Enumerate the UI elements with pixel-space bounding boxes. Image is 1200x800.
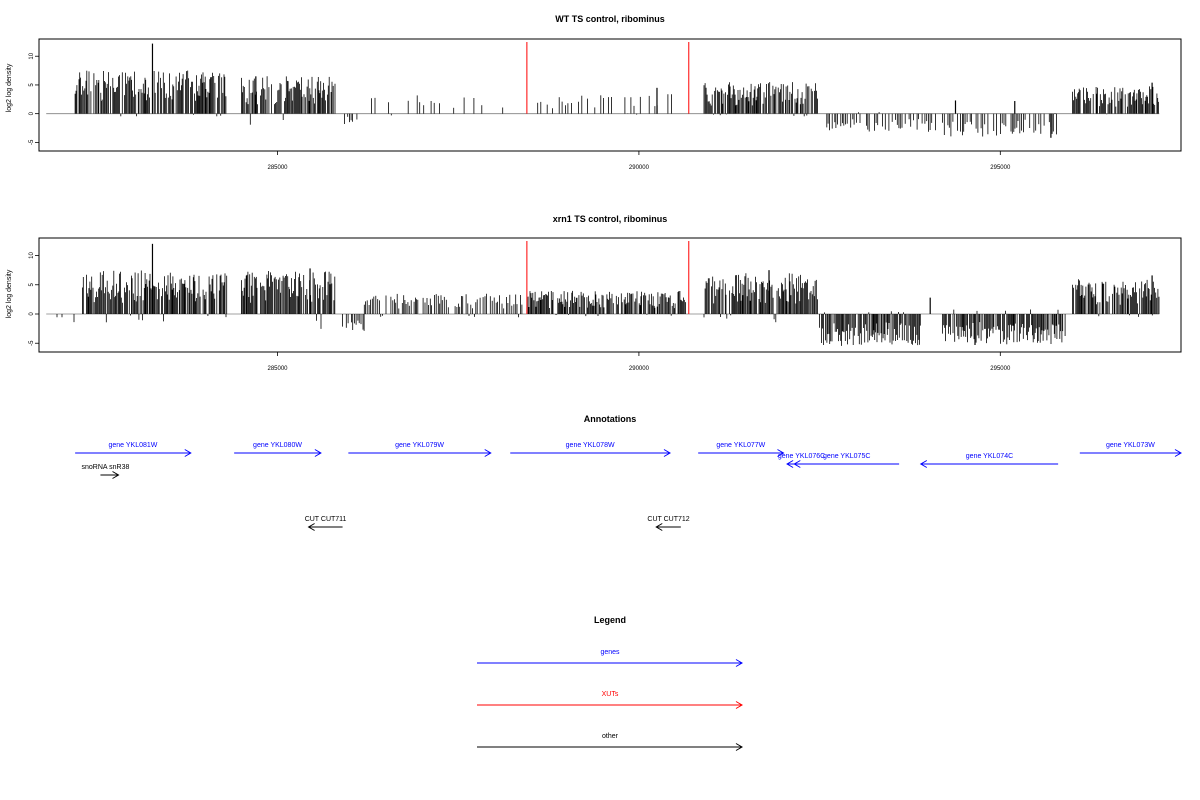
annotation-feature: gene YKL078W xyxy=(510,442,671,457)
y-tick-label: 10 xyxy=(29,252,35,259)
annotation-label: gene YKL073W xyxy=(1106,442,1155,449)
annotation-label: gene YKL079W xyxy=(395,442,444,449)
annotation-features: gene YKL081W gene YKL080W gene YKL079W gene… xyxy=(75,442,1182,531)
wt-density-panel: WT TS control, ribominus log2 log densit… xyxy=(6,14,1182,171)
annotation-label: CUT CUT712 xyxy=(647,516,689,523)
annotation-label: CUT CUT711 xyxy=(305,516,347,523)
feature-arrow xyxy=(655,523,681,531)
y-tick-label: 0 xyxy=(29,312,35,316)
xrn1-panel-title: xrn1 TS control, ribominus xyxy=(553,214,668,224)
wt-y-axis-label: log2 log density xyxy=(6,63,13,112)
feature-arrow xyxy=(348,449,492,457)
annotation-feature: CUT CUT712 xyxy=(647,516,690,531)
x-tick-label: 285000 xyxy=(268,165,289,171)
x-tick-label: 295000 xyxy=(990,165,1011,171)
annotation-feature: gene YKL080W xyxy=(234,442,322,457)
annotation-label: gene YKL081W xyxy=(109,442,158,449)
legend-label: other xyxy=(602,733,619,740)
y-tick-label: -5 xyxy=(29,340,35,346)
y-tick-label: 0 xyxy=(29,111,35,115)
wt-axes: -5 0 5 10 285000 290000 295000 xyxy=(29,52,1011,171)
xrn1-density-panel: xrn1 TS control, ribominus log2 log dens… xyxy=(6,214,1182,372)
legend-label: XUTs xyxy=(602,691,619,698)
x-tick-label: 295000 xyxy=(990,366,1011,372)
feature-arrow xyxy=(477,701,743,709)
feature-arrow xyxy=(698,449,785,457)
y-tick-label: 10 xyxy=(29,52,35,59)
xrn1-density-bars xyxy=(46,243,1160,346)
wt-plot-frame xyxy=(38,38,1182,152)
annotation-feature: gene YKL075C xyxy=(793,453,900,468)
x-tick-label: 285000 xyxy=(268,366,289,372)
feature-arrow xyxy=(477,659,743,667)
annotation-label: gene YKL074C xyxy=(966,453,1013,460)
legend-item-xut: XUTs xyxy=(477,691,743,709)
feature-arrow xyxy=(307,523,343,531)
feature-arrow xyxy=(75,449,192,457)
annotation-label: gene YKL078W xyxy=(566,442,615,449)
annotations-title: Annotations xyxy=(584,414,637,424)
y-tick-label: 5 xyxy=(29,83,35,87)
xrn1-plot-frame xyxy=(38,237,1182,353)
annotation-feature: gene YKL073W xyxy=(1079,442,1182,457)
xrn1-y-axis-label: log2 log density xyxy=(6,269,13,318)
feature-arrow xyxy=(1079,449,1182,457)
annotation-feature: snoRNA snR38 xyxy=(82,464,130,479)
annotation-feature: gene YKL081W xyxy=(75,442,192,457)
legend: Legend genes XUTs other xyxy=(477,615,743,751)
wt-panel-title: WT TS control, ribominus xyxy=(555,14,665,24)
annotation-label: gene YKL080W xyxy=(253,442,302,449)
legend-items: genes XUTs other xyxy=(477,649,743,751)
x-tick-label: 290000 xyxy=(629,366,650,372)
annotation-feature: gene YKL077W xyxy=(698,442,785,457)
annotation-feature: gene YKL079W xyxy=(348,442,492,457)
annotation-label: snoRNA snR38 xyxy=(82,464,130,471)
feature-arrow xyxy=(793,460,900,468)
annotation-feature: gene YKL076C xyxy=(778,453,825,468)
legend-item-other: other xyxy=(477,733,743,751)
annotations-track: Annotations gene YKL081W gene YKL080W gene… xyxy=(75,414,1182,531)
feature-arrow xyxy=(510,449,671,457)
annotation-label: gene YKL076C xyxy=(778,453,825,460)
y-tick-label: -5 xyxy=(29,139,35,145)
xrn1-marker-lines xyxy=(526,241,690,314)
annotation-feature: CUT CUT711 xyxy=(305,516,347,531)
annotation-label: gene YKL077W xyxy=(716,442,765,449)
legend-label: genes xyxy=(600,649,620,656)
xrn1-axes: -5 0 5 10 285000 290000 295000 xyxy=(29,252,1011,372)
feature-arrow xyxy=(919,460,1059,468)
wt-density-bars xyxy=(46,43,1160,138)
feature-arrow xyxy=(477,743,743,751)
legend-item-gene: genes xyxy=(477,649,743,667)
annotation-label: gene YKL075C xyxy=(823,453,870,460)
feature-arrow xyxy=(100,471,120,479)
wt-marker-lines xyxy=(526,42,690,114)
legend-title: Legend xyxy=(594,615,626,625)
x-tick-label: 290000 xyxy=(629,165,650,171)
annotation-feature: gene YKL074C xyxy=(919,453,1059,468)
y-tick-label: 5 xyxy=(29,282,35,286)
feature-arrow xyxy=(234,449,322,457)
